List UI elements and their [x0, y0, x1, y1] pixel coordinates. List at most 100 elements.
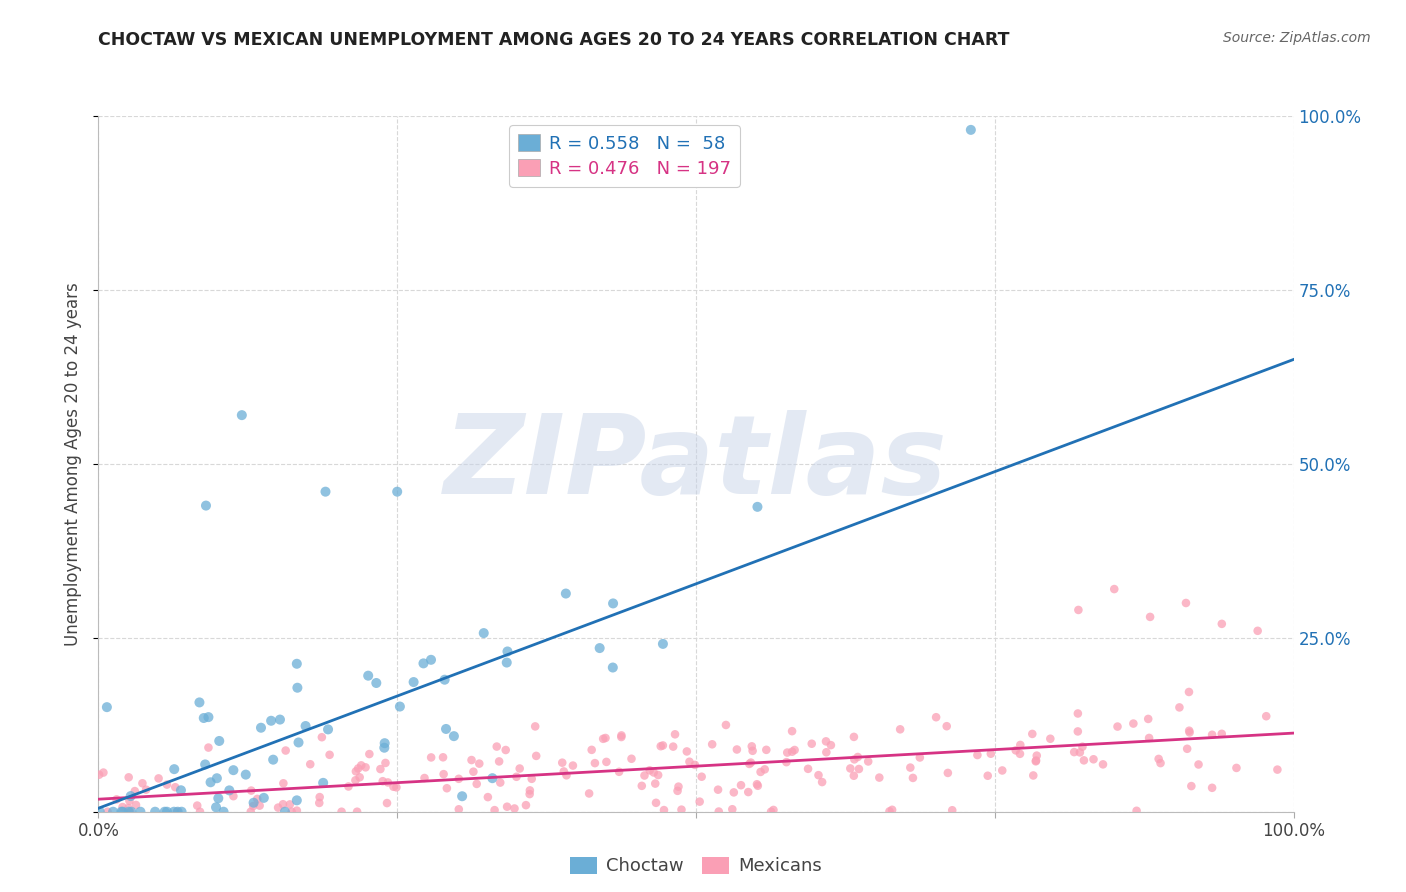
Point: [762, 803, 785, 817]
Point: [495, 656, 517, 670]
Point: [1211, 727, 1233, 741]
Point: [278, 797, 301, 812]
Point: [260, 714, 283, 728]
Point: [959, 123, 981, 137]
Point: [413, 771, 436, 785]
Point: [120, 805, 142, 819]
Point: [385, 780, 408, 795]
Point: [652, 803, 675, 817]
Point: [589, 641, 612, 656]
Point: [315, 484, 337, 499]
Point: [647, 768, 669, 782]
Point: [170, 783, 193, 797]
Point: [1067, 724, 1090, 739]
Point: [240, 783, 263, 797]
Point: [208, 734, 231, 748]
Point: [807, 768, 830, 782]
Point: [759, 805, 782, 819]
Point: [662, 739, 685, 754]
Point: [412, 657, 434, 671]
Point: [524, 748, 547, 763]
Point: [520, 772, 543, 786]
Point: [294, 719, 316, 733]
Point: [524, 719, 547, 733]
Point: [714, 718, 737, 732]
Point: [197, 740, 219, 755]
Point: [689, 795, 711, 809]
Point: [472, 626, 495, 640]
Point: [925, 710, 948, 724]
Point: [676, 744, 699, 758]
Point: [882, 803, 904, 817]
Point: [741, 739, 763, 754]
Point: [285, 657, 308, 671]
Point: [1187, 757, 1209, 772]
Point: [124, 784, 146, 798]
Point: [683, 757, 706, 772]
Point: [1211, 616, 1233, 631]
Point: [485, 739, 508, 754]
Point: [222, 789, 245, 804]
Point: [111, 805, 134, 819]
Point: [488, 755, 510, 769]
Legend: Choctaw, Mexicans: Choctaw, Mexicans: [562, 849, 830, 883]
Point: [583, 756, 606, 771]
Point: [1083, 752, 1105, 766]
Point: [1021, 727, 1043, 741]
Text: CHOCTAW VS MEXICAN UNEMPLOYMENT AMONG AGES 20 TO 24 YEARS CORRELATION CHART: CHOCTAW VS MEXICAN UNEMPLOYMENT AMONG AG…: [98, 31, 1010, 49]
Point: [96, 700, 118, 714]
Point: [620, 752, 643, 766]
Point: [1147, 752, 1170, 766]
Point: [156, 778, 179, 792]
Point: [1067, 603, 1090, 617]
Point: [385, 484, 409, 499]
Point: [723, 785, 745, 799]
Text: ZIPatlas: ZIPatlas: [444, 410, 948, 517]
Point: [741, 744, 763, 758]
Point: [671, 803, 693, 817]
Point: [436, 781, 458, 796]
Point: [374, 736, 396, 750]
Point: [991, 764, 1014, 778]
Point: [194, 757, 217, 772]
Point: [120, 805, 142, 819]
Point: [308, 796, 330, 810]
Point: [344, 773, 367, 788]
Point: [1069, 745, 1091, 759]
Point: [312, 776, 335, 790]
Point: [1063, 745, 1085, 759]
Point: [509, 762, 531, 776]
Point: [1256, 709, 1278, 723]
Point: [1139, 610, 1161, 624]
Point: [207, 791, 229, 805]
Point: [170, 805, 193, 819]
Point: [200, 775, 222, 789]
Point: [515, 798, 537, 813]
Point: [1025, 754, 1047, 768]
Point: [337, 780, 360, 794]
Point: [668, 780, 690, 794]
Point: [643, 765, 665, 780]
Text: Source: ZipAtlas.com: Source: ZipAtlas.com: [1223, 31, 1371, 45]
Point: [1137, 712, 1160, 726]
Point: [747, 500, 769, 514]
Point: [1039, 731, 1062, 746]
Point: [101, 805, 124, 819]
Point: [347, 762, 370, 776]
Point: [1125, 804, 1147, 818]
Point: [163, 805, 186, 819]
Point: [118, 770, 141, 784]
Point: [1008, 747, 1031, 761]
Point: [481, 771, 503, 785]
Point: [274, 743, 297, 757]
Point: [977, 769, 1000, 783]
Point: [330, 805, 353, 819]
Point: [318, 747, 340, 762]
Point: [1004, 743, 1026, 757]
Point: [651, 637, 673, 651]
Point: [1010, 738, 1032, 752]
Point: [205, 800, 228, 814]
Point: [117, 801, 139, 815]
Point: [496, 799, 519, 814]
Point: [664, 727, 686, 741]
